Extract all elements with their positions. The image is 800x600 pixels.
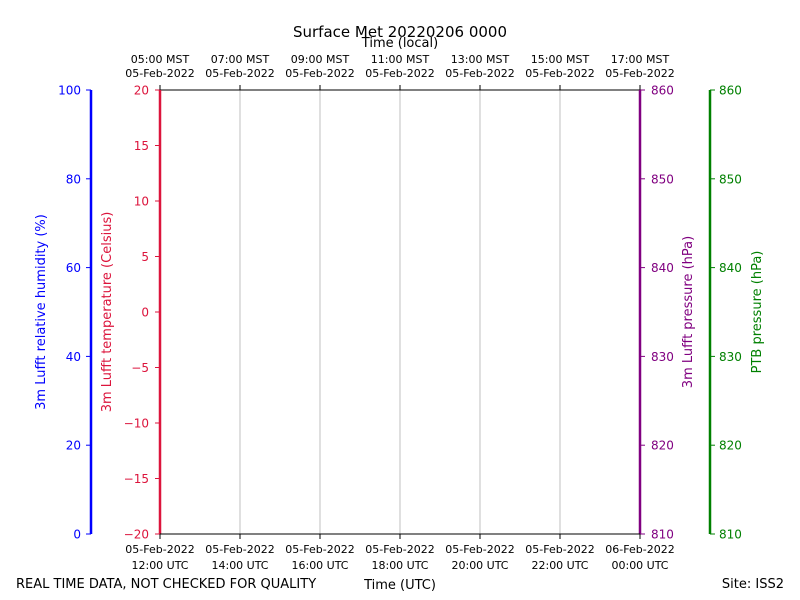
humidity-tick-label-1: 20 <box>66 439 81 453</box>
x-bottom-tick-time-3: 18:00 UTC <box>371 559 428 572</box>
humidity-tick-label-0: 0 <box>73 528 81 542</box>
pressure-ptb-axis-label: PTB pressure (hPa) <box>750 251 765 374</box>
x-top-tick-time-0: 05:00 MST <box>131 53 190 66</box>
temperature-axis-label: 3m Lufft temperature (Celsius) <box>100 212 115 413</box>
grid-lines <box>239 90 561 534</box>
x-top-tick-date-1: 05-Feb-2022 <box>205 67 274 80</box>
humidity-tick-label-3: 60 <box>66 261 81 275</box>
humidity-axis: 0 20 40 60 80 100 <box>58 84 93 542</box>
pressure-lufft-axis-label: 3m Lufft pressure (hPa) <box>681 236 696 388</box>
pressure_lufft-tick-label-4: 850 <box>651 172 674 186</box>
x-bottom-tick-time-4: 20:00 UTC <box>451 559 508 572</box>
x-top-tick-time-5: 15:00 MST <box>531 53 590 66</box>
temperature-tick-label-6: 10 <box>134 195 149 209</box>
pressure_lufft-tick-label-0: 810 <box>651 528 674 542</box>
x-bottom-tick-date-3: 05-Feb-2022 <box>365 543 434 556</box>
pressure_ptb-tick-label-4: 850 <box>719 172 742 186</box>
x-top-tick-date-6: 05-Feb-2022 <box>605 67 674 80</box>
pressure_lufft-tick-label-1: 820 <box>651 439 674 453</box>
temperature-axis: −20 −15 −10 −5 0 5 10 15 20 <box>124 84 162 542</box>
pressure_lufft-tick-label-5: 860 <box>651 84 674 98</box>
temperature-tick-label-0: −20 <box>124 528 149 542</box>
x-bottom-tick-time-5: 22:00 UTC <box>531 559 588 572</box>
x-bottom-tick-date-4: 05-Feb-2022 <box>445 543 514 556</box>
x-bottom-axis-label: Time (UTC) <box>363 578 436 593</box>
temperature-tick-label-7: 15 <box>134 139 149 153</box>
x-top-tick-date-3: 05-Feb-2022 <box>365 67 434 80</box>
x-bottom-tick-date-0: 05-Feb-2022 <box>125 543 194 556</box>
x-top-tick-date-4: 05-Feb-2022 <box>445 67 514 80</box>
x-top-tick-time-2: 09:00 MST <box>291 53 350 66</box>
chart-title: Surface Met 20220206 0000 <box>293 23 507 41</box>
x-top-tick-date-0: 05-Feb-2022 <box>125 67 194 80</box>
x-top-tick-time-1: 07:00 MST <box>211 53 270 66</box>
x-bottom-tick-time-1: 14:00 UTC <box>211 559 268 572</box>
x-bottom-tick-date-6: 06-Feb-2022 <box>605 543 674 556</box>
x-top-tick-date-2: 05-Feb-2022 <box>285 67 354 80</box>
temperature-tick-label-4: 0 <box>141 306 149 320</box>
temperature-tick-label-5: 5 <box>141 250 149 264</box>
pressure_lufft-tick-label-2: 830 <box>651 350 674 364</box>
x-bottom-tick-time-6: 00:00 UTC <box>611 559 668 572</box>
pressure-lufft-axis: 810 820 830 840 850 860 <box>638 84 674 542</box>
humidity-tick-label-4: 80 <box>66 172 81 186</box>
x-bottom-tick-date-5: 05-Feb-2022 <box>525 543 594 556</box>
pressure_ptb-tick-label-1: 820 <box>719 439 742 453</box>
x-bottom-axis: 05-Feb-2022 12:00 UTC 05-Feb-2022 14:00 UTC… <box>125 533 675 572</box>
temperature-tick-label-2: −10 <box>124 417 149 431</box>
temperature-tick-label-8: 20 <box>134 84 149 98</box>
pressure_ptb-tick-label-2: 830 <box>719 350 742 364</box>
humidity-axis-label: 3m Lufft relative humidity (%) <box>34 214 49 410</box>
temperature-tick-label-1: −15 <box>124 472 149 486</box>
top-axis-label: Time (local) <box>361 36 438 51</box>
pressure_ptb-tick-label-0: 810 <box>719 528 742 542</box>
x-top-tick-date-5: 05-Feb-2022 <box>525 67 594 80</box>
x-bottom-tick-time-2: 16:00 UTC <box>291 559 348 572</box>
pressure_ptb-tick-label-3: 840 <box>719 261 742 275</box>
pressure_lufft-tick-label-3: 840 <box>651 261 674 275</box>
footer-quality-note: REAL TIME DATA, NOT CHECKED FOR QUALITY <box>16 577 316 592</box>
humidity-tick-label-2: 40 <box>66 350 81 364</box>
x-bottom-tick-date-1: 05-Feb-2022 <box>205 543 274 556</box>
x-top-tick-time-3: 11:00 MST <box>371 53 430 66</box>
pressure_ptb-tick-label-5: 860 <box>719 84 742 98</box>
temperature-tick-label-3: −5 <box>131 361 149 375</box>
pressure-ptb-axis: 810 820 830 840 850 860 <box>708 84 742 542</box>
x-bottom-tick-date-2: 05-Feb-2022 <box>285 543 354 556</box>
footer-site: Site: ISS2 <box>722 577 784 592</box>
humidity-tick-label-5: 100 <box>58 84 81 98</box>
x-top-tick-time-6: 17:00 MST <box>611 53 670 66</box>
x-bottom-tick-time-0: 12:00 UTC <box>131 559 188 572</box>
x-top-tick-time-4: 13:00 MST <box>451 53 510 66</box>
